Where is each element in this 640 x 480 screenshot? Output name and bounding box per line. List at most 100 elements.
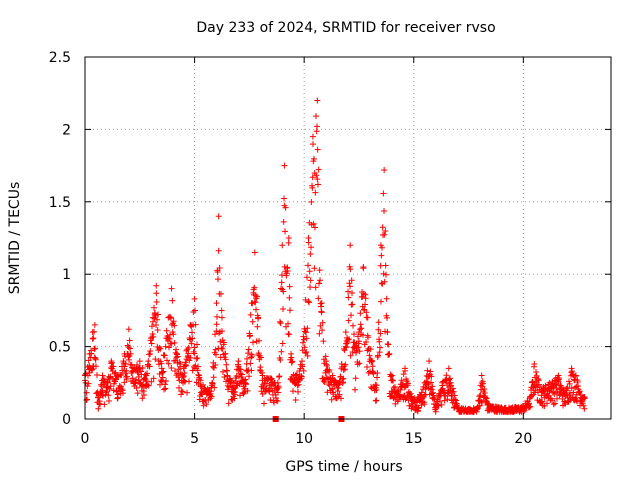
data-point bbox=[276, 373, 283, 380]
data-point bbox=[401, 384, 408, 391]
data-point bbox=[300, 367, 307, 374]
data-point bbox=[307, 250, 314, 257]
data-point bbox=[375, 352, 382, 359]
data-point bbox=[288, 350, 295, 357]
data-point bbox=[571, 376, 578, 383]
data-point bbox=[324, 362, 331, 369]
data-point bbox=[374, 369, 381, 376]
data-point bbox=[421, 401, 428, 408]
data-point bbox=[370, 370, 377, 377]
data-point bbox=[89, 335, 96, 342]
data-point bbox=[319, 327, 326, 334]
data-point bbox=[323, 358, 330, 365]
data-point bbox=[266, 388, 273, 395]
data-point bbox=[176, 384, 183, 391]
data-point bbox=[389, 377, 396, 384]
data-point bbox=[444, 396, 451, 403]
data-point bbox=[120, 390, 127, 397]
data-point bbox=[99, 372, 106, 379]
data-point bbox=[554, 395, 561, 402]
data-point bbox=[301, 344, 308, 351]
data-point bbox=[222, 356, 229, 363]
data-point bbox=[281, 195, 288, 202]
data-point bbox=[118, 371, 125, 378]
data-point bbox=[92, 356, 99, 363]
data-point bbox=[222, 350, 229, 357]
data-point bbox=[285, 320, 292, 327]
data-point bbox=[363, 309, 370, 316]
data-point bbox=[356, 338, 363, 345]
data-point bbox=[194, 341, 201, 348]
data-point bbox=[187, 321, 194, 328]
data-point bbox=[254, 323, 261, 330]
data-point bbox=[317, 277, 324, 284]
data-point bbox=[309, 133, 316, 140]
data-point bbox=[498, 404, 505, 411]
data-point bbox=[134, 390, 141, 397]
data-point bbox=[95, 394, 102, 401]
data-point bbox=[115, 394, 122, 401]
data-point bbox=[382, 227, 389, 234]
data-point bbox=[349, 289, 356, 296]
data-point bbox=[164, 357, 171, 364]
y-tick-label: 0.5 bbox=[49, 340, 71, 356]
data-point bbox=[154, 316, 161, 323]
data-point bbox=[186, 378, 193, 385]
data-point bbox=[226, 384, 233, 391]
data-point bbox=[401, 365, 408, 372]
data-point bbox=[358, 325, 365, 332]
data-point bbox=[480, 380, 487, 387]
data-point bbox=[334, 388, 341, 395]
data-point bbox=[278, 279, 285, 286]
data-point bbox=[105, 392, 112, 399]
data-point bbox=[349, 349, 356, 356]
data-point bbox=[300, 339, 307, 346]
data-point bbox=[163, 327, 170, 334]
data-point bbox=[288, 359, 295, 366]
axis-ticks bbox=[84, 56, 611, 420]
data-point bbox=[286, 294, 293, 301]
data-point bbox=[388, 372, 395, 379]
data-point bbox=[192, 307, 199, 314]
data-point bbox=[255, 350, 262, 357]
data-point bbox=[83, 397, 90, 404]
data-point bbox=[378, 252, 385, 259]
data-point bbox=[268, 375, 275, 382]
y-tick-label: 2 bbox=[62, 122, 71, 138]
data-point bbox=[194, 355, 201, 362]
data-point bbox=[369, 358, 376, 365]
data-point bbox=[384, 314, 391, 321]
data-point bbox=[193, 355, 200, 362]
data-point bbox=[315, 295, 322, 302]
data-point bbox=[302, 328, 309, 335]
data-point bbox=[381, 166, 388, 173]
data-point bbox=[561, 389, 568, 396]
data-point bbox=[537, 384, 544, 391]
data-point bbox=[570, 371, 577, 378]
data-point bbox=[181, 377, 188, 384]
data-point bbox=[224, 372, 231, 379]
data-point bbox=[303, 335, 310, 342]
data-point bbox=[101, 401, 108, 408]
data-point bbox=[157, 345, 164, 352]
data-point bbox=[280, 305, 287, 312]
data-point bbox=[418, 389, 425, 396]
data-point bbox=[570, 389, 577, 396]
data-point bbox=[377, 242, 384, 249]
data-point bbox=[274, 379, 281, 386]
data-point bbox=[345, 294, 352, 301]
data-point bbox=[313, 172, 320, 179]
data-point bbox=[211, 364, 218, 371]
data-point bbox=[148, 378, 155, 385]
data-point bbox=[171, 339, 178, 346]
data-point bbox=[139, 364, 146, 371]
data-point bbox=[200, 402, 207, 409]
data-point bbox=[174, 350, 181, 357]
data-point bbox=[189, 335, 196, 342]
data-point bbox=[552, 381, 559, 388]
data-point bbox=[244, 387, 251, 394]
data-point bbox=[478, 372, 485, 379]
data-point bbox=[282, 228, 289, 235]
x-tick-label: 10 bbox=[295, 431, 313, 447]
